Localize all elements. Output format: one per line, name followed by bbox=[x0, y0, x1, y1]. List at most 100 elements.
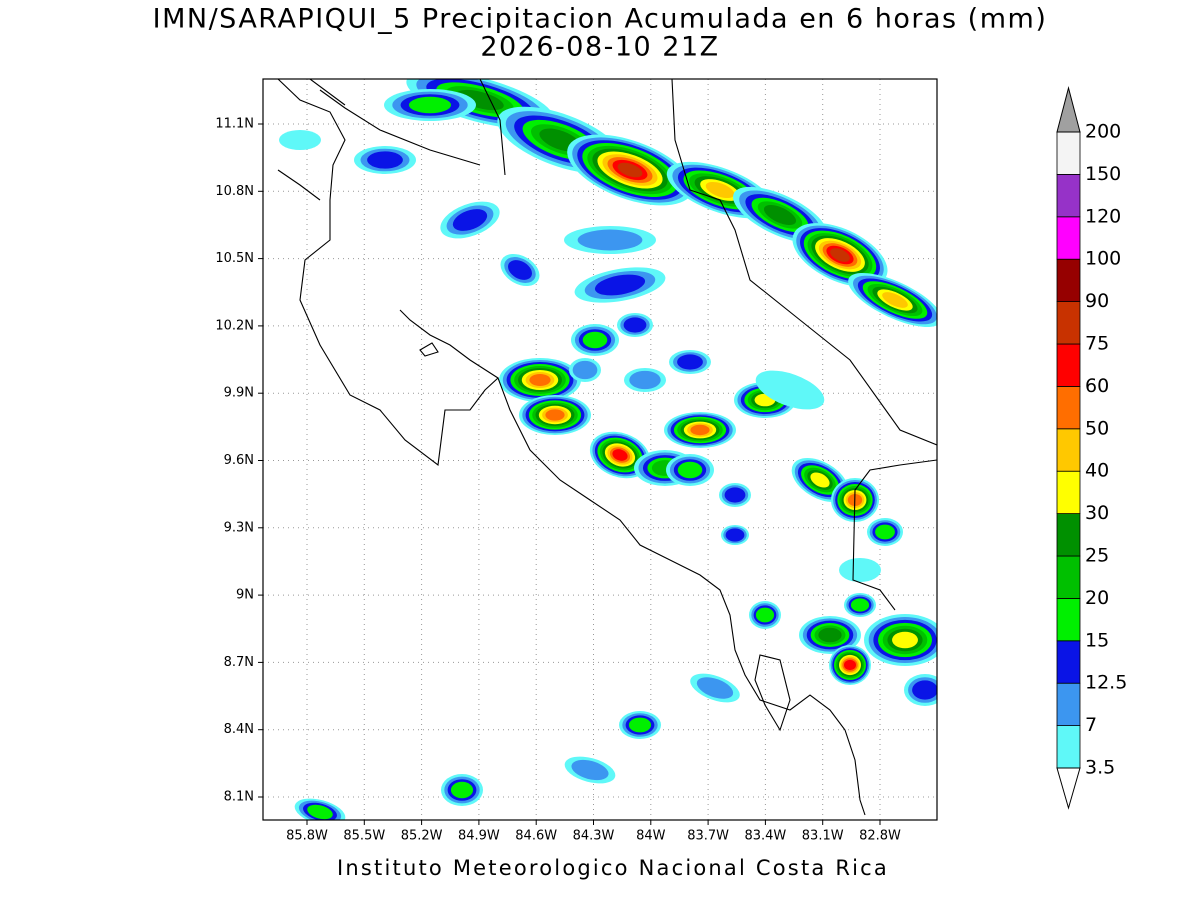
precip-contour bbox=[818, 627, 842, 643]
precip-contour bbox=[508, 260, 532, 280]
colorbar: 3.5 7 12.5 15 20 25 30 40 50 60 75 90 100 120 150 200 bbox=[1056, 86, 1127, 810]
colorbar-bin bbox=[1056, 216, 1081, 260]
colorbar-label: 50 bbox=[1085, 417, 1109, 439]
precip-contour bbox=[892, 631, 918, 649]
colorbar-label: 75 bbox=[1085, 333, 1109, 355]
colorbar-bin bbox=[1056, 725, 1081, 769]
precip-contour bbox=[545, 409, 565, 421]
precip-contour bbox=[875, 524, 895, 540]
precip-contour bbox=[572, 360, 598, 380]
precip-contour bbox=[912, 680, 937, 700]
lat-tick-label: 9.6N bbox=[224, 453, 254, 468]
precip-contour bbox=[843, 659, 857, 671]
colorbar-label: 20 bbox=[1085, 587, 1109, 609]
precip-contour bbox=[617, 162, 643, 178]
precip-contour bbox=[571, 759, 609, 781]
precip-contour bbox=[582, 331, 608, 349]
precip-contour bbox=[408, 96, 452, 114]
colorbar-label: 90 bbox=[1085, 290, 1109, 312]
lat-tick-label: 8.1N bbox=[224, 790, 254, 805]
colorbar-bin bbox=[1056, 131, 1081, 175]
colorbar-label: 15 bbox=[1085, 629, 1109, 651]
colorbar-label: 25 bbox=[1085, 545, 1109, 567]
colorbar-bin bbox=[1056, 513, 1081, 557]
colorbar-label: 200 bbox=[1085, 121, 1121, 143]
precip-contour bbox=[629, 370, 661, 390]
precip-contour bbox=[696, 677, 734, 699]
precip-contour bbox=[839, 558, 881, 582]
colorbar-bin bbox=[1056, 343, 1081, 387]
lon-tick-label: 84.6W bbox=[515, 829, 557, 844]
lon-tick-label: 83.7W bbox=[687, 829, 729, 844]
precip-contour bbox=[612, 449, 628, 461]
precip-contour bbox=[810, 472, 830, 488]
colorbar-label: 30 bbox=[1085, 502, 1109, 524]
precip-contour bbox=[279, 130, 321, 150]
precip-contour bbox=[830, 248, 850, 262]
colorbar-bin bbox=[1056, 598, 1081, 642]
subtitle: 2026-08-10 21Z bbox=[480, 32, 719, 63]
precip-contour bbox=[724, 487, 746, 503]
precip-contour bbox=[367, 151, 403, 169]
precip-contour bbox=[690, 424, 710, 436]
lon-tick-label: 83.1W bbox=[802, 829, 844, 844]
footer: Instituto Meteorologico Nacional Costa R… bbox=[337, 856, 889, 880]
lon-tick-label: 85.5W bbox=[343, 829, 385, 844]
colorbar-label: 3.5 bbox=[1085, 757, 1115, 779]
precip-contour bbox=[628, 717, 652, 733]
colorbar-bin bbox=[1056, 555, 1081, 599]
lat-tick-label: 8.7N bbox=[224, 655, 254, 670]
lat-tick-label: 10.8N bbox=[215, 184, 254, 199]
lat-tick-label: 9.3N bbox=[224, 520, 254, 535]
precip-contour bbox=[755, 370, 825, 410]
precip-contour bbox=[705, 181, 735, 199]
colorbar-label: 40 bbox=[1085, 460, 1109, 482]
precip-contour bbox=[850, 598, 870, 612]
precip-contour bbox=[725, 528, 745, 542]
title: IMN/SARAPIQUI_5 Precipitacion Acumulada … bbox=[153, 4, 1048, 35]
precip-contour bbox=[452, 209, 488, 231]
lon-tick-label: 82.8W bbox=[859, 829, 901, 844]
lon-tick-label: 83.4W bbox=[744, 829, 786, 844]
lon-tick-label: 84W bbox=[636, 829, 666, 844]
coastlines bbox=[277, 79, 937, 816]
precip-contour bbox=[577, 229, 643, 251]
colorbar-label: 60 bbox=[1085, 375, 1109, 397]
lat-tick-label: 11.1N bbox=[215, 117, 254, 132]
colorbar-bin bbox=[1056, 385, 1081, 430]
precip-contour bbox=[456, 89, 504, 111]
colorbar-below-arrow bbox=[1056, 767, 1081, 810]
lon-tick-label: 84.3W bbox=[573, 829, 615, 844]
precip-contour bbox=[763, 204, 797, 226]
colorbar-label: 120 bbox=[1085, 205, 1121, 227]
precip-contour bbox=[529, 374, 551, 386]
colorbar-bin bbox=[1056, 470, 1081, 515]
precip-contour bbox=[623, 317, 647, 333]
colorbar-bin bbox=[1056, 428, 1081, 472]
precip-contour bbox=[755, 607, 775, 623]
lon-tick-label: 84.9W bbox=[458, 829, 500, 844]
precip-contour bbox=[882, 292, 908, 308]
lat-tick-label: 9N bbox=[236, 588, 254, 603]
colorbar-above-arrow bbox=[1056, 86, 1081, 133]
precip-contour bbox=[677, 354, 703, 370]
colorbar-bin bbox=[1056, 682, 1081, 727]
colorbar-label: 12.5 bbox=[1085, 672, 1127, 694]
precip-contour bbox=[594, 274, 646, 296]
colorbar-bin bbox=[1056, 173, 1081, 218]
lat-tick-label: 10.5N bbox=[215, 251, 254, 266]
map-frame bbox=[262, 78, 938, 821]
grid: 11.1N 10.8N 10.5N 10.2N 9.9N 9.6N 9.3N 9N 8.7N 8.… bbox=[215, 79, 937, 844]
lat-tick-label: 9.9N bbox=[224, 386, 254, 401]
colorbar-bin bbox=[1056, 640, 1081, 684]
precipitation-field bbox=[279, 79, 937, 820]
lat-tick-label: 8.4N bbox=[224, 722, 254, 737]
precip-contour bbox=[677, 461, 703, 479]
lon-tick-label: 85.8W bbox=[286, 829, 328, 844]
colorbar-label: 7 bbox=[1085, 714, 1097, 736]
precip-contour bbox=[450, 781, 474, 799]
colorbar-bin bbox=[1056, 258, 1081, 303]
colorbar-label: 100 bbox=[1085, 248, 1121, 270]
